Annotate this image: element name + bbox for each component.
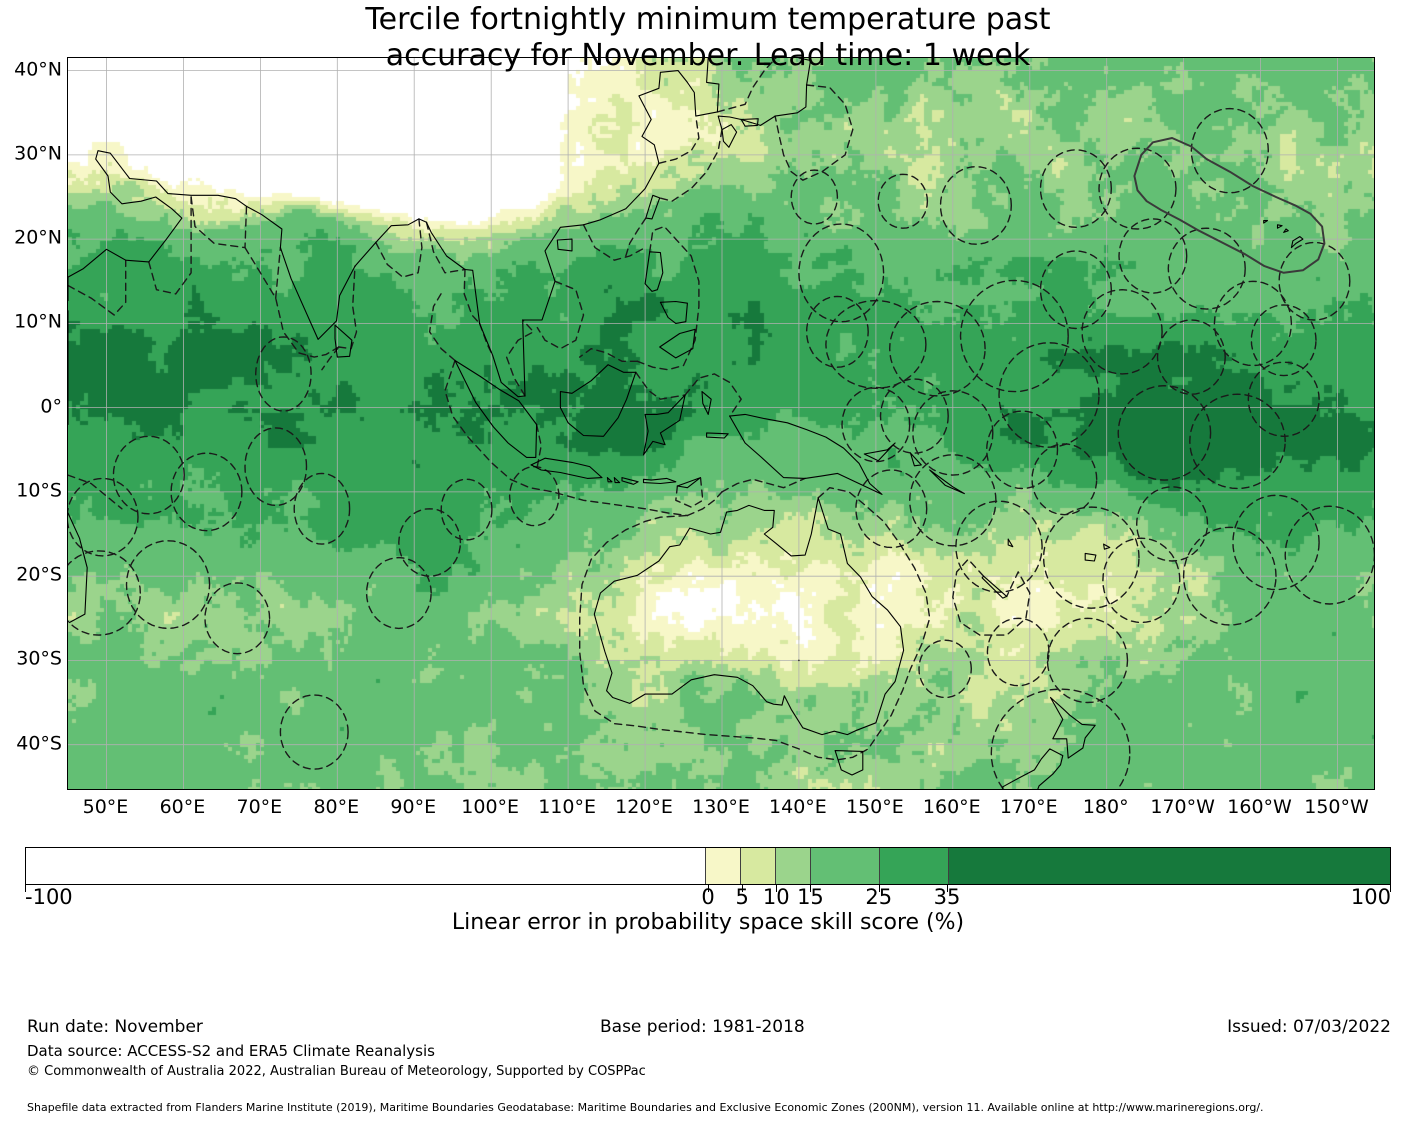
colorbar-tick-label: 15 (797, 885, 824, 909)
colorbar-tick-label: 10 (762, 885, 790, 909)
colorbar-segment (26, 848, 706, 884)
colorbar-tick-mark (810, 885, 812, 892)
lat-tick-label: 30°N (14, 142, 62, 165)
colorbar-tick-label: 25 (865, 885, 893, 909)
lat-tick-label: 20°S (16, 563, 62, 586)
lat-tick-label: 0° (40, 395, 62, 418)
colorbar-label: Linear error in probability space skill … (451, 910, 965, 935)
lon-tick-label: 70°E (236, 796, 283, 818)
lon-tick-label: 100°E (461, 796, 520, 818)
graticule-lines (68, 58, 1374, 789)
colorbar-segment (810, 848, 880, 884)
colorbar-tick-label: 0 (701, 885, 715, 909)
colorbar-tick-label: 5 (735, 885, 749, 909)
lon-tick-label: 120°E (615, 796, 673, 818)
base-period-text: Base period: 1981-2018 (600, 1017, 805, 1037)
colorbar-segment (706, 848, 741, 884)
lon-tick-label: 150°E (845, 796, 904, 818)
lon-tick-label: 50°E (82, 796, 129, 818)
lon-tick-label: 80°E (313, 796, 360, 818)
shapefile-attribution: Shapefile data extracted from Flanders M… (27, 1101, 1264, 1114)
data-source-text: Data source: ACCESS-S2 and ERA5 Climate … (27, 1042, 435, 1060)
colorbar-tick-label: -100 (25, 885, 73, 909)
colorbar-tick-mark (1390, 885, 1391, 892)
colorbar-tick-label: 100 (1350, 885, 1391, 909)
lon-tick-label: 90°E (390, 796, 437, 818)
lat-tick-label: 30°S (16, 647, 62, 670)
lat-tick-label: 40°N (14, 58, 62, 81)
coastlines (68, 58, 1304, 789)
map-plot-area (67, 57, 1375, 790)
lon-tick-label: 170°E (999, 796, 1058, 818)
lon-tick-label: 170°W (1150, 796, 1215, 818)
lon-tick-label: 130°E (692, 796, 750, 818)
lon-tick-label: 60°E (159, 796, 206, 818)
skill-score-field (68, 58, 1374, 789)
lon-tick-label: 160°E (922, 796, 981, 818)
colorbar-segment (740, 848, 776, 884)
run-date-text: Run date: November (27, 1017, 203, 1037)
lat-tick-label: 20°N (14, 226, 62, 249)
copyright-text: © Commonwealth of Australia 2022, Austra… (27, 1064, 646, 1079)
map-overlay-vectors (68, 58, 1374, 789)
lon-tick-label: 140°E (769, 796, 827, 818)
colorbar-segment (775, 848, 811, 884)
colorbar-tick-mark (878, 885, 880, 892)
lat-tick-label: 10°S (16, 479, 62, 502)
issued-date-text: Issued: 07/03/2022 (1227, 1017, 1391, 1037)
colorbar: -100 0 5 10 15 25 35 100 (25, 847, 1391, 908)
colorbar-tick-mark (947, 885, 949, 892)
lat-tick-label: 40°S (16, 732, 62, 755)
lon-tick-label: 110°E (538, 796, 596, 818)
colorbar-tick-mark (708, 885, 709, 892)
eez-boundaries (68, 58, 1374, 789)
lon-tick-label: 160°W (1227, 796, 1292, 818)
colorbar-tick-mark (742, 885, 744, 892)
lat-tick-label: 10°N (14, 310, 62, 333)
lon-tick-label: 150°W (1304, 796, 1369, 818)
colorbar-tick-label: 35 (933, 885, 961, 909)
colorbar-tick-mark (25, 885, 26, 892)
lon-tick-label: 180° (1082, 796, 1129, 818)
colorbar-gradient (25, 847, 1391, 885)
colorbar-segment (948, 848, 1391, 884)
colorbar-segment (879, 848, 949, 884)
colorbar-tick-mark (776, 885, 778, 892)
